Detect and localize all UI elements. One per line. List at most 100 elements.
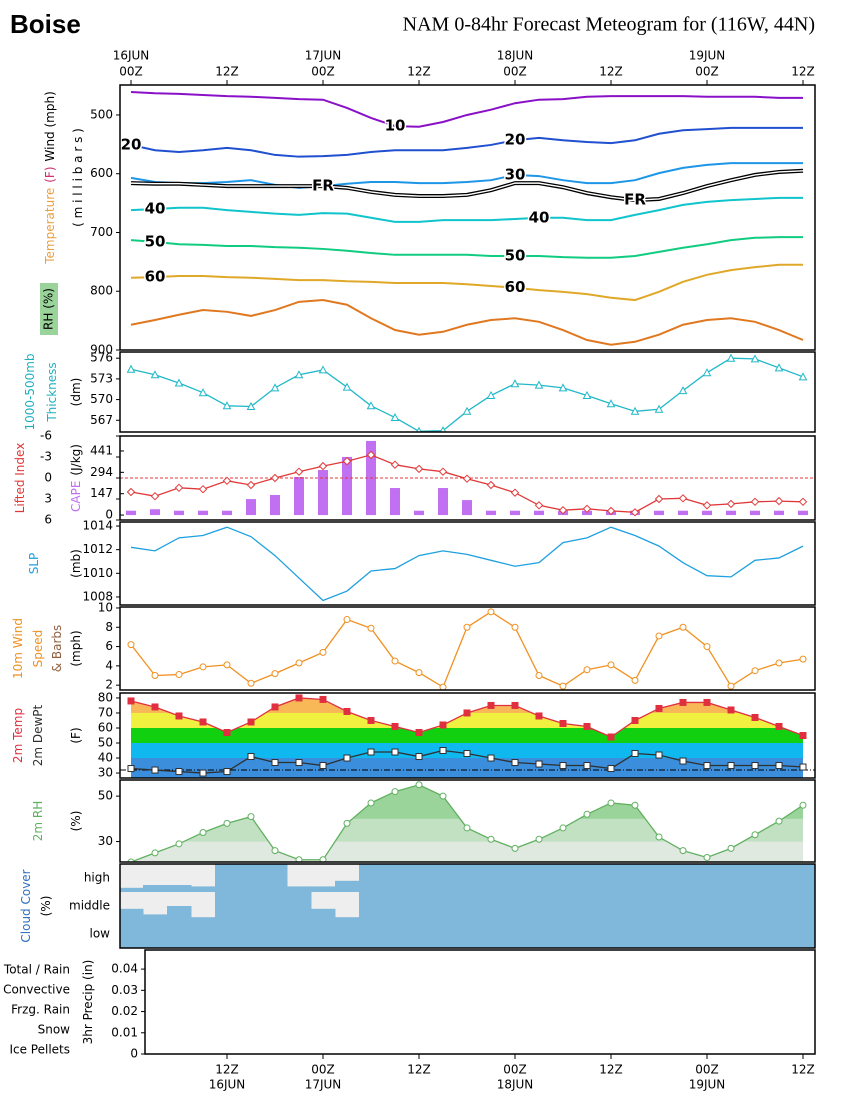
panel-data (120, 440, 815, 517)
cape-bar (510, 510, 520, 516)
marker (535, 835, 543, 843)
panel-bg (120, 607, 815, 690)
marker (175, 671, 183, 679)
top-time-label: 00Z (311, 65, 335, 79)
marker (319, 648, 327, 656)
cloud-cell (287, 892, 312, 920)
contour-label: 20 (505, 131, 526, 149)
marker (630, 508, 640, 517)
axis-label-part: SLP (27, 553, 41, 575)
bottom-time-label: 12Z (407, 1063, 431, 1077)
cloud-cell (743, 920, 768, 948)
cloud-cell (767, 864, 792, 892)
panel-frame (144, 949, 816, 1055)
marker (270, 383, 280, 392)
marker (343, 819, 351, 827)
marker (271, 759, 279, 767)
bottom-time-label: 12Z (215, 1063, 239, 1077)
cloud-cell (431, 920, 456, 948)
cloud-cell (527, 892, 552, 920)
marker (487, 835, 495, 843)
marker (486, 480, 496, 490)
cape-bar (126, 510, 136, 516)
cloud-cell (191, 886, 216, 892)
marker (798, 372, 808, 381)
marker (174, 483, 184, 493)
axis-label-part: (%) (39, 896, 53, 917)
axis-label-part: Speed (31, 630, 45, 668)
subtitle: NAM 0-84hr Forecast Meteogram for (116W,… (403, 14, 815, 36)
cloud-cell (695, 920, 720, 948)
axis-label-part: Cloud Cover (19, 869, 33, 942)
axis-label: 2m Temp (11, 708, 25, 763)
cape-bar (222, 510, 232, 516)
bottom-time-label: 00Z (503, 1063, 527, 1077)
y-tick-label: 70 (98, 705, 113, 719)
cape-bar (150, 509, 160, 516)
marker (774, 496, 784, 506)
marker (223, 728, 231, 736)
marker (775, 762, 783, 770)
marker (631, 801, 639, 809)
series-line (130, 263, 803, 302)
axis-label-part: Temperature (43, 188, 57, 265)
marker (631, 676, 639, 684)
marker (463, 623, 471, 631)
contour-label: 50 (505, 246, 526, 264)
marker (151, 672, 159, 680)
marker (726, 353, 736, 362)
marker (391, 657, 399, 665)
axis-label-part: Wind (mph) (43, 91, 57, 161)
axis-label: (mb) (69, 549, 83, 578)
marker (271, 670, 279, 678)
cape-bar (270, 495, 280, 516)
axis-label: ( m i l l i b a r s ) (71, 128, 85, 227)
cloud-cell (455, 920, 480, 948)
marker (366, 450, 376, 460)
axis-label-part: 10m Wind (11, 618, 25, 679)
cloud-cell (143, 885, 168, 892)
marker (295, 759, 303, 767)
y-tick-label: 600 (90, 166, 113, 180)
y-tick-label: 6 (44, 513, 52, 527)
cloud-cell (335, 917, 360, 920)
axis-label: Cloud Cover (19, 869, 33, 942)
y-tick-label: 6 (105, 639, 113, 653)
contour-label: 30 (505, 165, 526, 183)
marker (558, 383, 568, 392)
y2-tick-label: 0 (105, 508, 113, 522)
marker (223, 661, 231, 669)
panel-bg (120, 352, 815, 432)
marker (511, 623, 519, 631)
y-tick-label: 1008 (82, 589, 113, 603)
cloud-cell (359, 892, 384, 920)
cape-bar (726, 510, 736, 516)
panel-data (127, 608, 807, 690)
y-tick-label: 573 (90, 371, 113, 385)
cape-bar (342, 456, 352, 516)
cloud-cell (287, 886, 312, 892)
cape-bar (462, 500, 472, 516)
y-tick-label: 10 (98, 600, 113, 614)
legend-entry: Ice Pellets (9, 1043, 70, 1057)
axis-label-part: (F) (43, 166, 57, 182)
cloud-cell (215, 864, 240, 892)
axis-label-part: Thickness (45, 362, 59, 422)
marker (127, 765, 135, 773)
marker (679, 623, 687, 631)
y-tick-label: -6 (40, 429, 52, 443)
y-tick-label: 0.01 (111, 1025, 138, 1039)
cloud-cell (383, 920, 408, 948)
marker (223, 819, 231, 827)
marker (318, 365, 328, 374)
cloud-cell (743, 864, 768, 892)
marker (654, 494, 664, 504)
marker (126, 487, 136, 497)
marker (127, 641, 135, 649)
marker (415, 781, 423, 789)
panel-bg (120, 522, 815, 605)
cloud-cell (239, 892, 264, 920)
cloud-cell (575, 892, 600, 920)
cloud-cell (263, 920, 288, 948)
contour-label: 40 (529, 208, 550, 226)
